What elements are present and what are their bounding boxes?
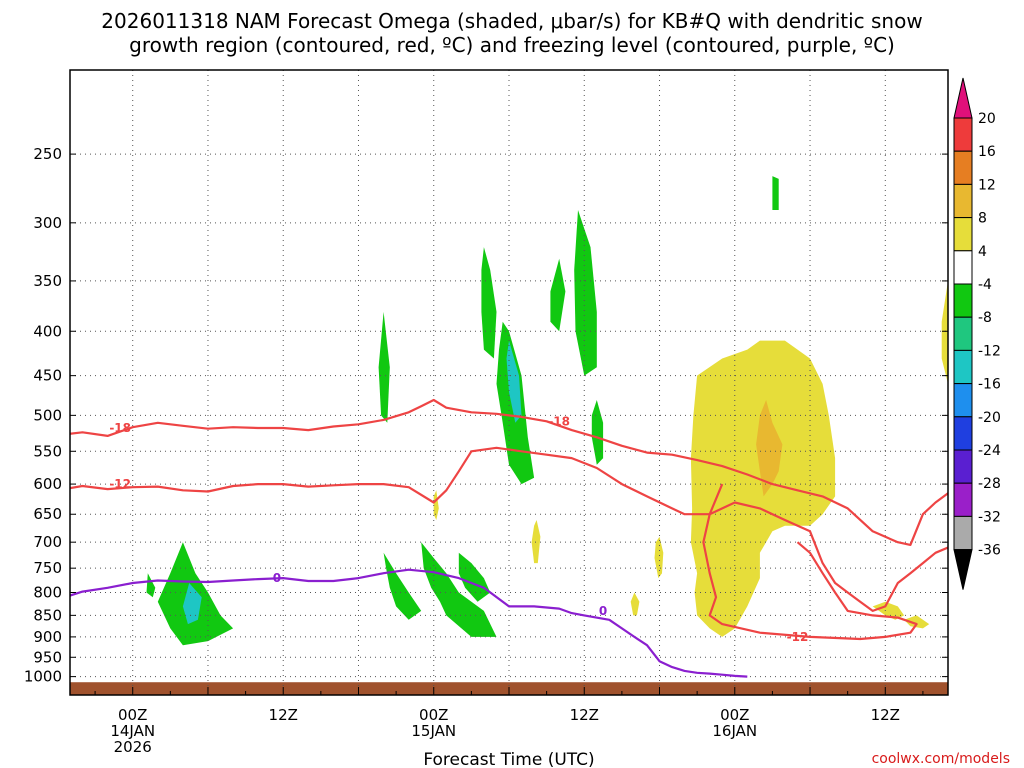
x-tick-label: 12Z — [871, 706, 900, 724]
omega-rising-patch-8 — [904, 615, 930, 629]
y-tick-label: 350 — [33, 272, 62, 290]
y-tick-label: 800 — [33, 584, 62, 602]
x-tick-label: 12Z — [570, 706, 599, 724]
colorbar-swatch — [953, 217, 973, 252]
colorbar-label: -36 — [978, 543, 1001, 559]
colorbar-label: -32 — [978, 509, 1001, 525]
chart-title-line-2: growth region (contoured, red, ºC) and f… — [129, 33, 895, 57]
colorbar-label: 4 — [978, 244, 987, 260]
contour-line-neg12 — [702, 483, 918, 641]
contour-line-neg18 — [70, 398, 948, 546]
x-axis-label: Forecast Time (UTC) — [423, 750, 594, 768]
y-tick-label: 900 — [33, 628, 62, 646]
omega-sinking-patch-9 — [506, 340, 522, 423]
colorbar-label: -28 — [978, 476, 1001, 492]
colorbar-swatch — [953, 515, 973, 551]
colorbar-label: 20 — [978, 111, 996, 127]
colorbar-swatch — [953, 117, 973, 152]
contour-label: 0 — [599, 604, 607, 618]
colorbar-swatch — [953, 349, 973, 385]
x-tick-label: 00Z — [118, 706, 147, 724]
omega-rising-patch-2 — [941, 280, 948, 384]
contour-line-0 — [1011, 665, 1024, 678]
y-tick-label: 650 — [33, 505, 62, 523]
contour-line-0 — [70, 568, 748, 678]
x-tick-label: 00Z — [419, 706, 448, 724]
contour-label: -18 — [548, 414, 570, 428]
colorbar-label: -8 — [978, 310, 992, 326]
colorbar-swatch — [953, 183, 973, 219]
omega-rising-patch-5 — [531, 520, 541, 564]
colorbar-bottom-arrow — [953, 549, 973, 590]
omega-rising-patch-7 — [872, 601, 905, 620]
omega-sinking-patch-4 — [383, 552, 422, 620]
colorbar-swatch — [953, 383, 973, 418]
x-tick-label: 16JAN — [712, 722, 757, 740]
y-tick-label: 1000 — [24, 668, 62, 686]
omega-sinking-patch-7 — [481, 247, 497, 359]
omega-sinking-patch-1 — [182, 583, 202, 625]
omega-sinking-patch-11 — [574, 210, 597, 376]
y-tick-label: 550 — [33, 442, 62, 460]
colorbar-label: 16 — [978, 144, 996, 160]
y-tick-label: 250 — [33, 145, 62, 163]
chart-title-line-1: 2026011318 NAM Forecast Omega (shaded, μ… — [101, 9, 922, 33]
y-axis: 250 300 350 400 450 500 550 600 650 700 750 800 850 9… — [24, 145, 948, 686]
x-tick-label: 12Z — [269, 706, 298, 724]
contour-line-neg12 — [70, 446, 948, 612]
colorbar-swatch — [953, 416, 973, 451]
colorbar-label: -4 — [978, 277, 992, 293]
x-tick-label: 2026 — [114, 738, 152, 756]
colorbar-label: -12 — [978, 343, 1001, 359]
contour-lines: -18 -18 -12 -12 0 0 — [70, 398, 1024, 678]
y-tick-label: 750 — [33, 559, 62, 577]
omega-rising-patch-6 — [433, 490, 439, 520]
omega-sinking-patch-5 — [421, 542, 497, 637]
colorbar-swatch — [953, 250, 973, 285]
grid-lines — [70, 70, 948, 695]
omega-rising-patch-1 — [756, 400, 783, 497]
contour-label: -12 — [109, 477, 131, 491]
omega-sinking-patch-3 — [378, 311, 390, 423]
y-tick-label: 300 — [33, 214, 62, 232]
omega-rising-patch-3 — [654, 536, 664, 579]
colorbar-label: -24 — [978, 443, 1001, 459]
contour-label: -12 — [787, 630, 809, 644]
colorbar-swatch — [953, 283, 973, 318]
y-tick-label: 400 — [33, 322, 62, 340]
x-tick-label: 14JAN — [110, 722, 155, 740]
omega-sinking-patch-13 — [772, 176, 779, 210]
y-tick-label: 600 — [33, 475, 62, 493]
contour-label: -18 — [109, 421, 131, 435]
colorbar-swatch — [953, 482, 973, 517]
plot-area — [70, 176, 948, 695]
y-tick-label: 850 — [33, 606, 62, 624]
y-tick-label: 950 — [33, 648, 62, 666]
omega-sinking-patch-6 — [458, 552, 491, 602]
omega-sinking-patch-2 — [146, 573, 156, 598]
y-tick-label: 500 — [33, 406, 62, 424]
omega-sinking-patch-10 — [550, 258, 566, 332]
colorbar-top-arrow — [953, 77, 973, 119]
contour-label: 0 — [273, 571, 281, 585]
colorbar-swatch — [953, 449, 973, 484]
x-tick-label: 15JAN — [411, 722, 456, 740]
omega-sinking-patch-12 — [591, 400, 604, 465]
x-tick-label: 00Z — [720, 706, 749, 724]
omega-rising-patch-4 — [630, 592, 640, 616]
credit-text: coolwx.com/models — [872, 751, 1010, 767]
colorbar-label: -16 — [978, 377, 1001, 393]
colorbar-swatch — [953, 150, 973, 185]
colorbar-label: -20 — [978, 410, 1001, 426]
y-tick-label: 700 — [33, 533, 62, 551]
colorbar-label: 12 — [978, 177, 996, 193]
y-tick-label: 450 — [33, 367, 62, 385]
colorbar: 20 16 12 8 4 -4 -8 -12 -16 -20 -24 -28 -32 -36 — [953, 77, 1001, 590]
title-group: 2026011318 NAM Forecast Omega (shaded, μ… — [101, 9, 922, 57]
colorbar-label: 8 — [978, 211, 987, 227]
colorbar-swatch — [953, 316, 973, 351]
